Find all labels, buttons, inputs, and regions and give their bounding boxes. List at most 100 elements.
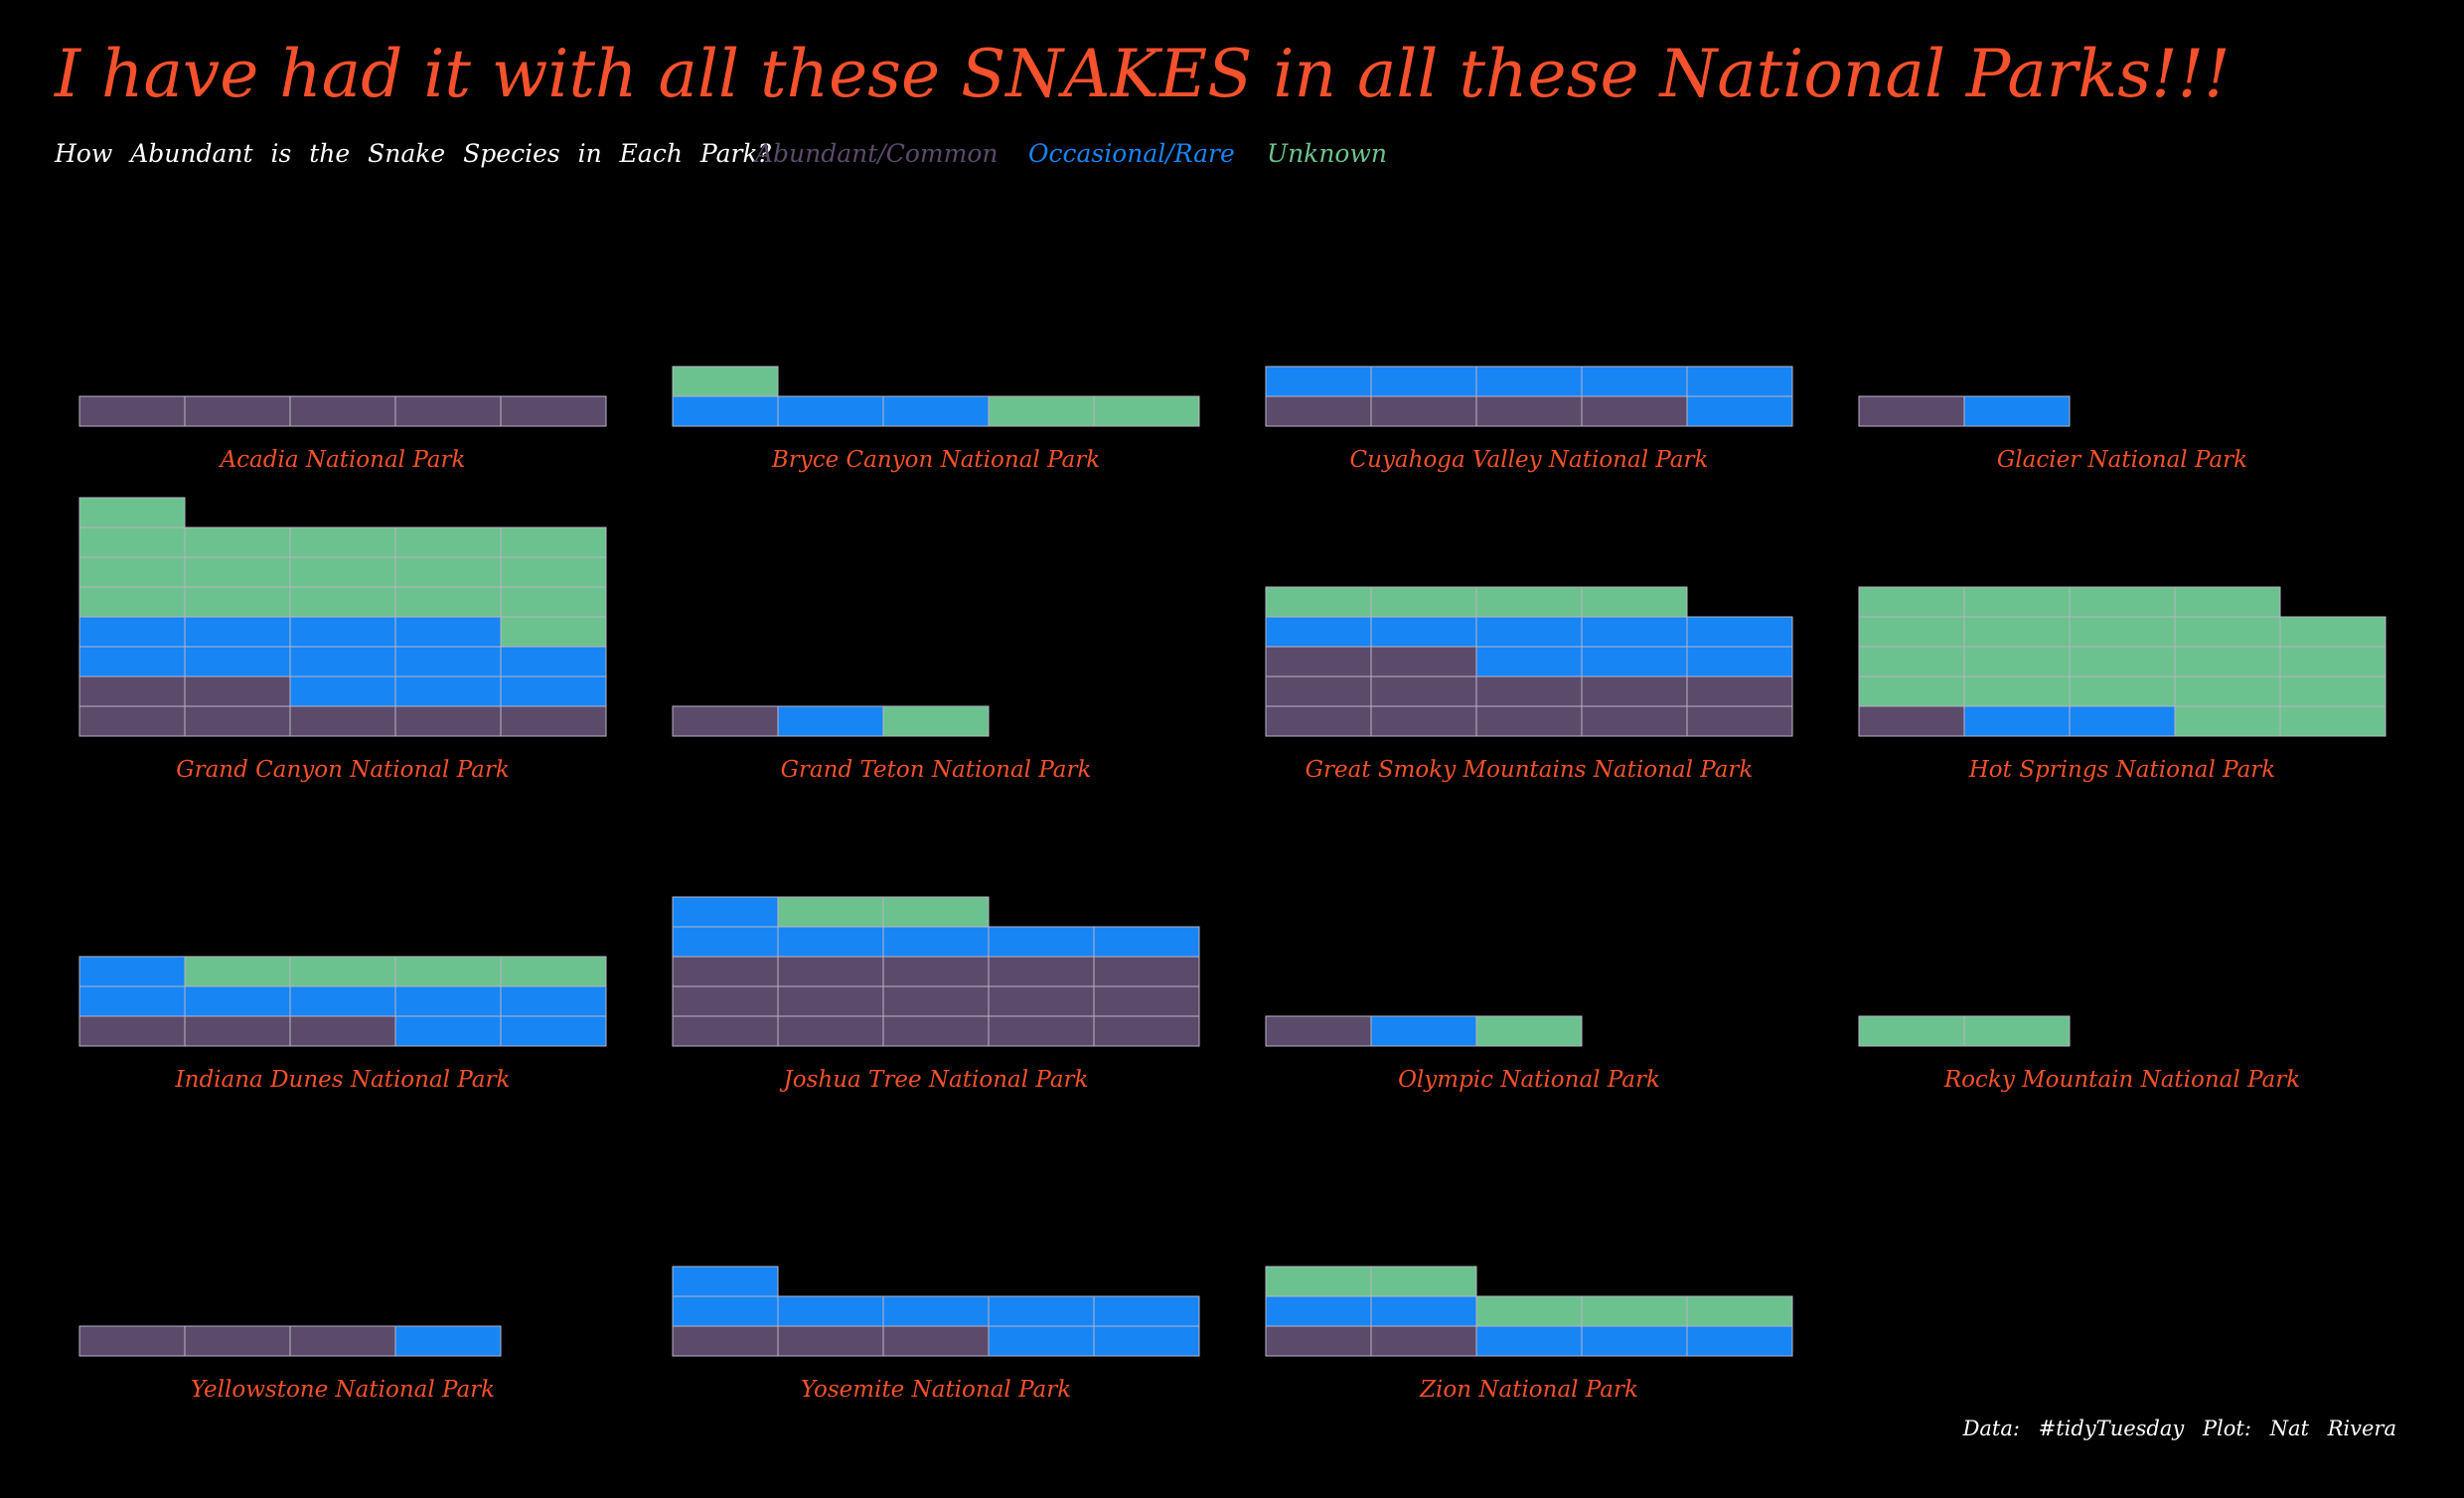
waffle-cell-abundant-common	[1265, 705, 1372, 737]
waffle-cell-abundant-common	[78, 1015, 186, 1047]
waffle-cell-abundant-common	[1581, 675, 1688, 707]
park-label: Indiana Dunes National Park	[175, 1067, 511, 1093]
waffle-cell-unknown	[2279, 616, 2387, 648]
waffle-cell-abundant-common	[1370, 675, 1477, 707]
panel-acadia-national-park: Acadia National Park	[78, 395, 607, 473]
waffle-cell-unknown	[672, 366, 779, 397]
waffle-cell-abundant-common	[1581, 705, 1688, 737]
waffle-cell-unknown	[988, 395, 1095, 427]
waffle-cell-occasional-rare	[1581, 366, 1688, 397]
waffle-cell-abundant-common	[184, 675, 291, 707]
waffle-cell-occasional-rare	[78, 616, 186, 648]
waffle-cell-unknown	[1963, 616, 2071, 648]
waffle-cell-occasional-rare	[1265, 1295, 1372, 1327]
waffle-cell-unknown	[500, 526, 607, 558]
waffle-cell-occasional-rare	[988, 1295, 1095, 1327]
waffle-cell-unknown	[1475, 1295, 1583, 1327]
waffle-cell-abundant-common	[1858, 705, 1965, 737]
park-label: Acadia National Park	[219, 447, 466, 473]
park-label: Grand Canyon National Park	[176, 757, 510, 783]
panel-rocky-mountain-national-park: Rocky Mountain National Park	[1858, 1015, 2300, 1093]
waffle-cell-abundant-common	[1370, 646, 1477, 677]
chart-subtitle: How Abundant is the Snake Species in Eac…	[55, 139, 771, 168]
waffle-cell-abundant-common	[988, 1015, 1095, 1047]
waffle-cell-abundant-common	[184, 1325, 291, 1357]
waffle-cell-occasional-rare	[394, 646, 502, 677]
waffle-cell-occasional-rare	[672, 1266, 779, 1297]
waffle-cell-unknown	[1963, 586, 2071, 618]
waffle-cell-unknown	[2174, 616, 2281, 648]
waffle-cell-unknown	[2069, 646, 2176, 677]
waffle-cell-abundant-common	[1686, 675, 1793, 707]
waffle-cell-unknown	[1370, 1266, 1477, 1297]
waffle-cell-occasional-rare	[78, 956, 186, 987]
waffle-cell-abundant-common	[672, 956, 779, 987]
waffle-cell-abundant-common	[289, 395, 396, 427]
panel-glacier-national-park: Glacier National Park	[1858, 395, 2247, 473]
waffle-cell-unknown	[2069, 616, 2176, 648]
waffle-cell-abundant-common	[500, 705, 607, 737]
waffle-cell-abundant-common	[777, 985, 884, 1017]
waffle-cell-unknown	[2069, 675, 2176, 707]
waffle-cell-occasional-rare	[988, 1325, 1095, 1357]
waffle-cell-unknown	[2174, 646, 2281, 677]
park-label: Great Smoky Mountains National Park	[1306, 757, 1754, 783]
waffle-cell-occasional-rare	[1686, 366, 1793, 397]
waffle-cell-occasional-rare	[289, 646, 396, 677]
waffle-cell-unknown	[2069, 586, 2176, 618]
waffle-cell-occasional-rare	[882, 926, 990, 958]
waffle-cell-abundant-common	[1370, 1325, 1477, 1357]
park-label: Olympic National Park	[1398, 1067, 1660, 1093]
waffle-cell-unknown	[2279, 646, 2387, 677]
waffle-cell-unknown	[1475, 586, 1583, 618]
panel-olympic-national-park: Olympic National Park	[1265, 1015, 1660, 1093]
chart-caption: Data: #tidyTuesday Plot: Nat Rivera	[1962, 1417, 2396, 1440]
waffle-cell-occasional-rare	[1475, 616, 1583, 648]
waffle-cell-unknown	[882, 896, 990, 928]
waffle-cell-abundant-common	[672, 705, 779, 737]
panel-hot-springs-national-park: Hot Springs National Park	[1858, 586, 2387, 783]
waffle-cell-abundant-common	[78, 705, 186, 737]
legend-abundant-common: Abundant/Common	[755, 139, 999, 168]
waffle-cell-occasional-rare	[777, 705, 884, 737]
park-label: Rocky Mountain National Park	[1943, 1067, 2300, 1093]
waffle-cell-abundant-common	[1265, 395, 1372, 427]
waffle-cell-abundant-common	[1265, 646, 1372, 677]
waffle-cell-unknown	[882, 705, 990, 737]
waffle-cell-occasional-rare	[1093, 926, 1200, 958]
waffle-cell-abundant-common	[1475, 395, 1583, 427]
waffle-cell-unknown	[1581, 586, 1688, 618]
waffle-cell-occasional-rare	[500, 675, 607, 707]
panel-grand-canyon-national-park: Grand Canyon National Park	[78, 497, 607, 783]
waffle-cell-abundant-common	[777, 1325, 884, 1357]
waffle-cell-occasional-rare	[1581, 646, 1688, 677]
park-label: Yosemite National Park	[801, 1377, 1071, 1403]
waffle-cell-occasional-rare	[184, 616, 291, 648]
waffle-cell-abundant-common	[500, 395, 607, 427]
waffle-cell-occasional-rare	[1963, 705, 2071, 737]
waffle-cell-abundant-common	[184, 395, 291, 427]
waffle-cell-abundant-common	[988, 956, 1095, 987]
waffle-cell-occasional-rare	[394, 1015, 502, 1047]
waffle-cell-unknown	[2279, 675, 2387, 707]
waffle-cell-abundant-common	[1093, 956, 1200, 987]
waffle-cell-unknown	[500, 556, 607, 588]
panel-great-smoky-mountains-national-park: Great Smoky Mountains National Park	[1265, 586, 1793, 783]
waffle-cell-abundant-common	[1686, 705, 1793, 737]
waffle-cell-occasional-rare	[500, 646, 607, 677]
waffle-cell-abundant-common	[882, 985, 990, 1017]
waffle-cell-abundant-common	[78, 675, 186, 707]
waffle-cell-occasional-rare	[394, 985, 502, 1017]
waffle-cell-abundant-common	[777, 1015, 884, 1047]
waffle-cell-occasional-rare	[672, 395, 779, 427]
waffle-cell-unknown	[1963, 646, 2071, 677]
waffle-cell-unknown	[78, 556, 186, 588]
waffle-cell-unknown	[289, 956, 396, 987]
waffle-cell-occasional-rare	[1370, 366, 1477, 397]
waffle-cell-unknown	[2174, 586, 2281, 618]
waffle-cell-unknown	[1858, 646, 1965, 677]
waffle-cell-unknown	[184, 526, 291, 558]
waffle-cell-abundant-common	[184, 705, 291, 737]
